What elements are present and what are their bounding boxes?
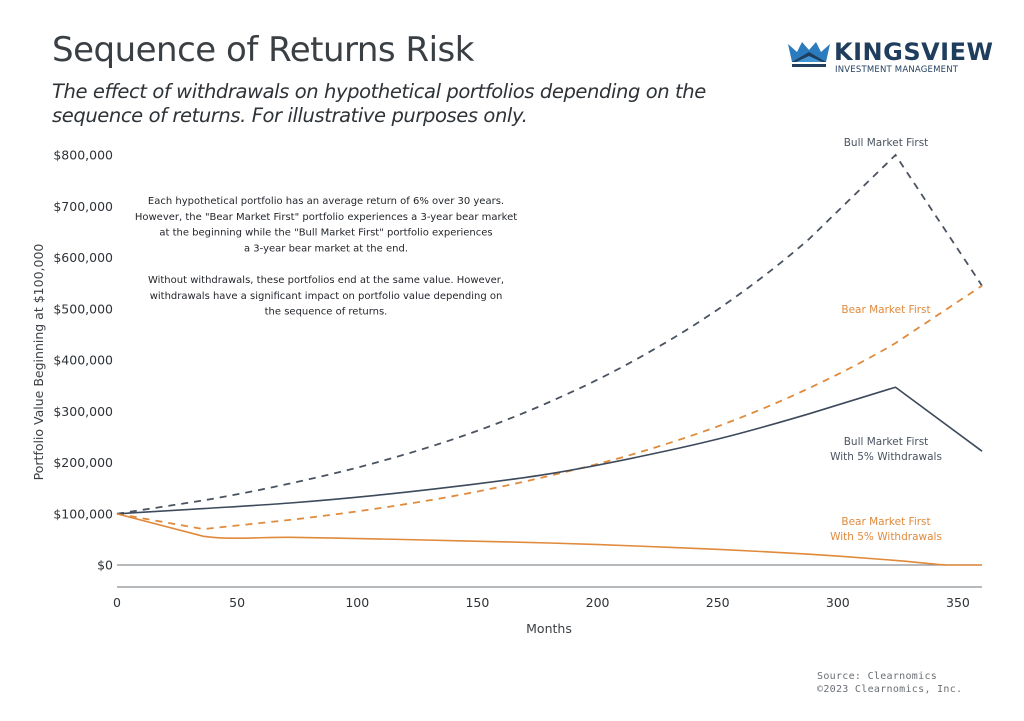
page-subtitle: The effect of withdrawals on hypothetica… <box>52 80 706 127</box>
y-axis-ticks: $0 $100,000 $200,000 $300,000 $400,000 $500,0… <box>53 148 113 573</box>
bear-withdrawals-line <box>116 513 982 566</box>
copyright-text: ©2023 Clearnomics, Inc. <box>817 684 963 695</box>
bull-withdrawals-line <box>116 386 983 515</box>
source-note: Source: Clearnomics ©2023 Clearnomics, I… <box>817 670 962 696</box>
series-label-line: Bear Market First <box>841 304 930 316</box>
annotation-line: a 3-year bear market at the end. <box>244 243 408 254</box>
annotation-line: the sequence of returns. <box>265 307 388 318</box>
series-label-line: Bull Market First <box>844 436 929 448</box>
crown-icon <box>788 42 830 67</box>
annotation-line: withdrawals have a significant impact on… <box>150 291 503 302</box>
annotation-line: Each hypothetical portfolio has an avera… <box>148 196 504 207</box>
y-axis-title: Portfolio Value Beginning at $100,000 <box>31 244 46 481</box>
series-labels: Bull Market First Bear Market First Bull M… <box>830 137 942 543</box>
page-title: Sequence of Returns Risk <box>52 30 474 70</box>
x-tick-label: 350 <box>946 595 970 610</box>
annotation-line: Without withdrawals, these portfolios en… <box>148 275 504 286</box>
x-axis-title: Months <box>526 621 572 636</box>
x-tick-label: 150 <box>465 595 489 610</box>
logo-name: KINGSVIEW <box>834 38 994 66</box>
series-label-line: With 5% Withdrawals <box>830 451 942 463</box>
x-tick-label: 50 <box>229 595 245 610</box>
y-tick-label: $0 <box>97 558 113 573</box>
source-text: Source: Clearnomics <box>817 671 938 682</box>
y-tick-label: $700,000 <box>53 199 113 214</box>
series-lines <box>116 153 983 566</box>
x-tick-label: 100 <box>345 595 369 610</box>
x-axis-ticks: 0 50 100 150 200 250 300 350 <box>113 595 970 610</box>
x-tick-label: 250 <box>706 595 730 610</box>
annotation-line: However, the "Bear Market First" portfol… <box>135 212 517 223</box>
annotation-line: at the beginning while the "Bull Market … <box>159 228 492 239</box>
y-tick-label: $100,000 <box>53 506 113 521</box>
chart-annotation: Each hypothetical portfolio has an avera… <box>135 196 517 318</box>
label-bull-withdrawals: Bull Market First With 5% Withdrawals <box>830 436 942 463</box>
x-tick-label: 200 <box>586 595 610 610</box>
y-tick-label: $300,000 <box>53 404 113 419</box>
label-bear-withdrawals: Bear Market First With 5% Withdrawals <box>830 516 942 543</box>
label-bull-market-first: Bull Market First <box>844 137 929 149</box>
series-label-line: Bear Market First <box>841 516 930 528</box>
bull-market-first-line <box>116 153 983 515</box>
y-tick-label: $200,000 <box>53 455 113 470</box>
bear-market-first-line <box>116 284 983 531</box>
logo-tagline: INVESTMENT MANAGEMENT <box>835 65 959 75</box>
y-tick-label: $600,000 <box>53 250 113 265</box>
series-label-line: With 5% Withdrawals <box>830 531 942 543</box>
kingsview-logo: KINGSVIEW INVESTMENT MANAGEMENT <box>788 38 993 78</box>
series-label-line: Bull Market First <box>844 137 929 149</box>
label-bear-market-first: Bear Market First <box>841 304 930 316</box>
y-tick-label: $500,000 <box>53 301 113 316</box>
x-tick-label: 0 <box>113 595 121 610</box>
x-tick-label: 300 <box>826 595 850 610</box>
y-tick-label: $800,000 <box>53 148 113 163</box>
y-tick-label: $400,000 <box>53 353 113 368</box>
